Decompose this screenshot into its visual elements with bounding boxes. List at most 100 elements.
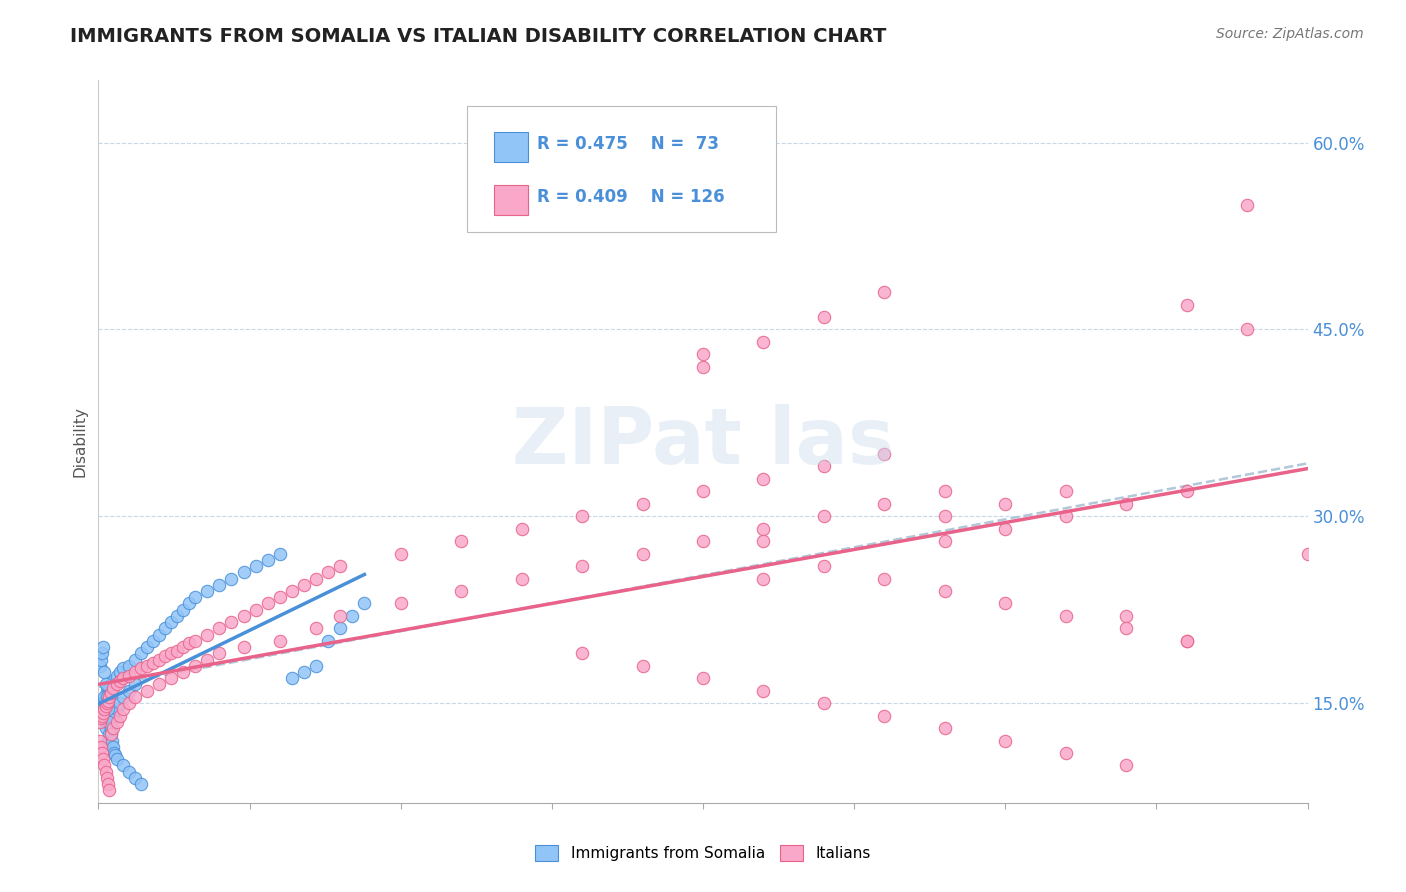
Point — [91, 752, 114, 766]
Point — [389, 547, 412, 561]
Bar — [494, 132, 527, 162]
Point — [873, 285, 896, 299]
Point — [316, 633, 339, 648]
Point — [813, 696, 835, 710]
Point — [105, 669, 128, 683]
Point — [232, 609, 254, 624]
Point — [89, 714, 111, 729]
Point — [245, 603, 267, 617]
Point — [96, 696, 118, 710]
Point — [1115, 497, 1137, 511]
Point — [752, 334, 775, 349]
Point — [329, 621, 352, 635]
Point — [142, 633, 165, 648]
Point — [90, 708, 112, 723]
Point — [232, 640, 254, 654]
Point — [256, 597, 278, 611]
Point — [281, 584, 304, 599]
Point — [101, 739, 124, 754]
Point — [90, 702, 112, 716]
Point — [124, 677, 146, 691]
Point — [692, 347, 714, 361]
Point — [994, 522, 1017, 536]
Point — [108, 696, 131, 710]
Point — [994, 497, 1017, 511]
Point — [93, 693, 115, 707]
Point — [166, 644, 188, 658]
Legend: Immigrants from Somalia, Italians: Immigrants from Somalia, Italians — [529, 839, 877, 867]
Point — [94, 677, 117, 691]
Point — [93, 702, 115, 716]
Point — [105, 752, 128, 766]
Point — [91, 708, 114, 723]
Point — [111, 671, 134, 685]
Point — [195, 584, 218, 599]
Point — [93, 690, 115, 704]
Point — [91, 696, 114, 710]
Point — [1115, 609, 1137, 624]
Point — [1236, 198, 1258, 212]
Point — [329, 559, 352, 574]
Point — [179, 636, 201, 650]
Point — [1054, 484, 1077, 499]
Point — [571, 559, 593, 574]
Point — [208, 621, 231, 635]
Point — [813, 459, 835, 474]
Point — [292, 665, 315, 679]
Point — [184, 591, 207, 605]
Point — [269, 591, 291, 605]
Point — [166, 609, 188, 624]
Point — [281, 671, 304, 685]
Point — [93, 758, 115, 772]
Point — [232, 566, 254, 580]
Point — [89, 733, 111, 747]
Point — [752, 572, 775, 586]
Text: Source: ZipAtlas.com: Source: ZipAtlas.com — [1216, 27, 1364, 41]
Point — [208, 646, 231, 660]
Point — [111, 661, 134, 675]
Point — [934, 721, 956, 735]
Point — [111, 758, 134, 772]
Point — [98, 681, 121, 696]
Point — [221, 572, 243, 586]
Point — [90, 711, 112, 725]
Point — [94, 764, 117, 779]
Point — [100, 721, 122, 735]
Point — [752, 683, 775, 698]
Point — [100, 677, 122, 691]
Point — [108, 673, 131, 688]
Point — [1175, 633, 1198, 648]
Point — [98, 727, 121, 741]
Point — [631, 547, 654, 561]
Point — [111, 702, 134, 716]
Text: ZIPat las: ZIPat las — [512, 403, 894, 480]
Point — [153, 648, 176, 663]
Point — [124, 771, 146, 785]
Point — [692, 484, 714, 499]
Point — [129, 646, 152, 660]
Point — [100, 727, 122, 741]
Bar — [494, 185, 527, 215]
Point — [91, 706, 114, 720]
Point — [148, 627, 170, 641]
Point — [118, 764, 141, 779]
Point — [305, 572, 328, 586]
Point — [103, 746, 125, 760]
Point — [692, 671, 714, 685]
Point — [292, 578, 315, 592]
Point — [118, 669, 141, 683]
Point — [172, 640, 194, 654]
Point — [96, 683, 118, 698]
Point — [510, 572, 533, 586]
Point — [118, 683, 141, 698]
Point — [91, 696, 114, 710]
Point — [160, 615, 183, 630]
Point — [97, 733, 120, 747]
Point — [813, 509, 835, 524]
Point — [305, 658, 328, 673]
Point — [100, 727, 122, 741]
Point — [96, 690, 118, 704]
Point — [571, 509, 593, 524]
Point — [1236, 322, 1258, 336]
Point — [100, 686, 122, 700]
